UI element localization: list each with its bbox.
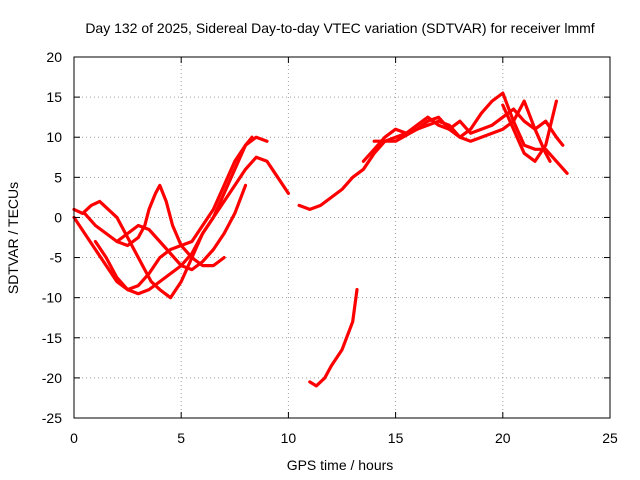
y-tick-label: 10	[46, 129, 62, 145]
x-tick-label: 5	[177, 430, 185, 446]
axis-ticks: 0 5 10 15 20 25 -25 -20 -15 -10 -5 0 5 10 15 20	[42, 49, 618, 446]
series-trace-2	[72, 135, 269, 292]
y-tick-label: -5	[50, 250, 63, 266]
x-tick-label: 0	[70, 430, 78, 446]
grid-lines	[74, 57, 610, 418]
chart-title: Day 132 of 2025, Sidereal Day-to-day VTE…	[85, 20, 594, 36]
x-axis-label: GPS time / hours	[287, 457, 394, 473]
y-tick-label: -15	[42, 330, 62, 346]
y-tick-label: -25	[42, 410, 62, 426]
series-trace-1	[72, 155, 290, 300]
y-axis-label: SDTVAR / TECUs	[5, 182, 21, 294]
x-tick-label: 15	[388, 430, 404, 446]
x-tick-label: 20	[495, 430, 511, 446]
y-tick-label: 20	[46, 49, 62, 65]
plot-frame	[73, 56, 611, 419]
series-trace-3	[83, 183, 248, 272]
x-tick-label: 10	[281, 430, 297, 446]
y-tick-label: -20	[42, 370, 62, 386]
series-trace-4	[93, 135, 254, 296]
y-tick-label: 15	[46, 89, 62, 105]
y-tick-label: 5	[54, 169, 62, 185]
data-series	[72, 91, 569, 388]
series-trace-8	[372, 99, 552, 163]
x-tick-label: 25	[602, 430, 618, 446]
series-trace-10	[308, 288, 359, 388]
y-tick-label: -10	[42, 290, 62, 306]
series-trace-9	[501, 99, 559, 163]
y-tick-label: 0	[54, 209, 62, 225]
series-trace-6	[297, 91, 569, 211]
series-trace-5	[115, 183, 226, 268]
